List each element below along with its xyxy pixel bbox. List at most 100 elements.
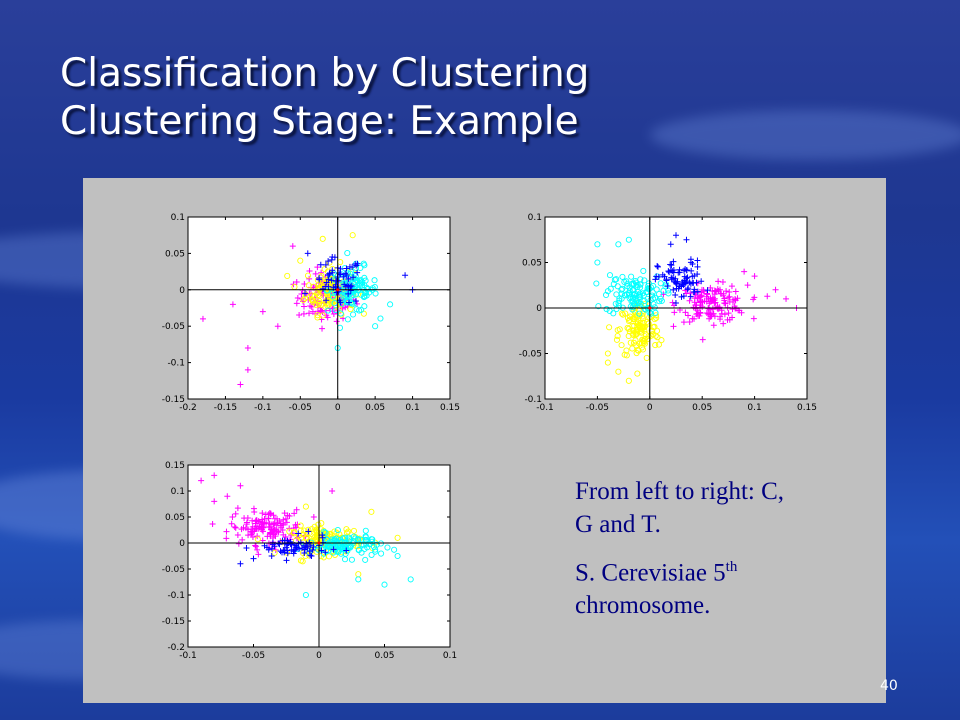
point-cyan	[348, 268, 355, 275]
point-blue	[342, 270, 349, 277]
point-blue	[670, 269, 677, 276]
point-yellow	[650, 324, 657, 331]
point-blue	[670, 286, 677, 293]
point-yellow	[326, 531, 333, 538]
point-cyan	[623, 291, 630, 298]
point-magenta	[306, 310, 313, 317]
point-yellow	[300, 531, 307, 538]
point-cyan	[624, 283, 631, 290]
point-blue	[290, 550, 297, 557]
point-blue	[672, 299, 679, 306]
point-cyan	[636, 310, 643, 317]
point-yellow	[634, 370, 641, 377]
point-magenta	[333, 318, 340, 325]
point-yellow	[639, 315, 646, 322]
point-magenta	[272, 546, 279, 553]
point-yellow	[645, 320, 652, 327]
point-magenta	[726, 293, 733, 300]
point-cyan	[391, 546, 398, 553]
point-cyan	[353, 285, 360, 292]
point-yellow	[618, 310, 625, 317]
point-magenta	[720, 320, 727, 327]
point-yellow	[631, 315, 638, 322]
title-line-1: Classification by Clustering	[60, 51, 590, 96]
point-yellow	[304, 272, 312, 279]
y-tick-label: 0.1	[171, 213, 185, 223]
y-tick-label: -0.15	[162, 617, 185, 627]
point-cyan	[660, 287, 667, 294]
point-blue	[685, 285, 692, 292]
y-tick-label: -0.1	[524, 395, 542, 405]
point-magenta	[229, 514, 236, 521]
point-cyan	[625, 236, 632, 243]
y-tick-label: 0	[179, 539, 185, 549]
point-cyan	[372, 290, 379, 297]
point-yellow	[311, 534, 318, 541]
point-magenta	[717, 286, 724, 293]
point-cyan	[372, 323, 379, 330]
point-magenta	[282, 515, 289, 522]
point-cyan	[616, 295, 623, 302]
point-blue	[690, 289, 697, 296]
background-wave	[650, 110, 960, 160]
y-tick-label: 0	[536, 304, 542, 314]
point-magenta	[275, 529, 282, 536]
point-magenta	[764, 293, 771, 300]
point-magenta	[703, 309, 710, 316]
point-magenta	[689, 315, 696, 322]
point-blue	[664, 283, 671, 290]
point-magenta	[237, 482, 244, 489]
x-tick-label: 0.05	[365, 403, 385, 413]
slide-title: Classification by Clustering Clustering …	[60, 50, 589, 146]
point-blue	[698, 278, 705, 285]
point-cyan	[323, 287, 330, 294]
point-magenta	[707, 298, 714, 305]
point-cyan	[653, 286, 660, 293]
point-cyan	[347, 544, 354, 551]
point-blue	[322, 549, 329, 556]
point-magenta	[724, 316, 731, 323]
y-tick-label: -0.05	[162, 565, 185, 575]
point-cyan	[613, 291, 620, 298]
point-yellow	[652, 332, 659, 339]
point-blue	[678, 293, 685, 300]
x-tick-label: 0.05	[374, 651, 394, 661]
point-yellow	[615, 368, 622, 375]
point-yellow	[309, 296, 316, 303]
point-blue	[325, 258, 332, 265]
point-magenta	[720, 292, 727, 299]
point-yellow	[315, 301, 322, 308]
point-magenta	[697, 299, 704, 306]
point-magenta	[698, 292, 705, 299]
point-cyan	[665, 290, 672, 297]
point-magenta	[244, 366, 251, 373]
point-magenta	[729, 314, 736, 321]
point-magenta	[255, 551, 262, 558]
point-magenta	[729, 306, 736, 313]
point-magenta	[319, 309, 326, 316]
point-cyan	[338, 287, 345, 294]
point-blue	[299, 545, 306, 552]
point-magenta	[686, 318, 693, 325]
point-yellow	[320, 554, 327, 561]
point-yellow	[336, 305, 343, 312]
point-cyan	[387, 301, 394, 308]
point-magenta	[260, 528, 267, 535]
point-cyan	[361, 293, 368, 300]
point-blue	[283, 557, 290, 564]
point-magenta	[239, 536, 246, 543]
point-cyan	[361, 262, 368, 269]
point-magenta	[728, 283, 735, 290]
point-cyan	[332, 307, 339, 314]
point-blue	[305, 528, 312, 535]
point-magenta	[273, 522, 280, 529]
y-tick-label: -0.1	[167, 359, 185, 369]
point-blue	[307, 552, 314, 559]
point-blue	[324, 272, 331, 279]
point-magenta	[706, 315, 713, 322]
point-blue	[323, 297, 330, 304]
x-tick-label: 0	[316, 651, 322, 661]
x-tick-label: -0.1	[254, 403, 272, 413]
point-blue	[304, 543, 311, 550]
point-blue	[655, 263, 662, 270]
